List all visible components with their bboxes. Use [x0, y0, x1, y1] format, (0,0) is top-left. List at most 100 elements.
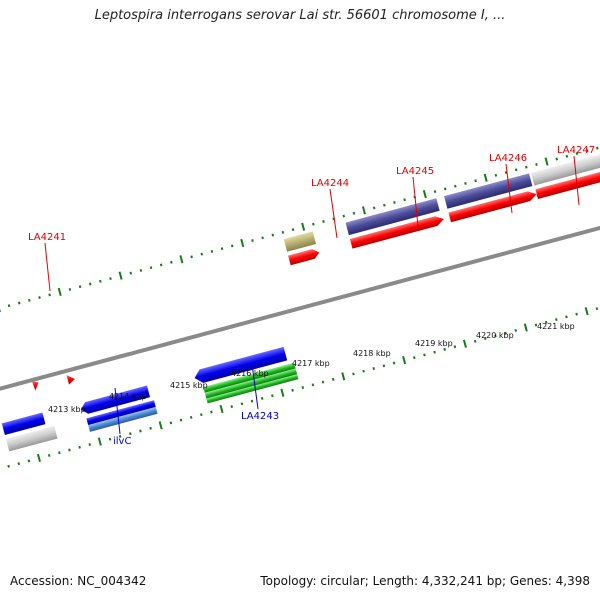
minor-tick	[403, 198, 406, 202]
gene-label-LA4244[interactable]: LA4244	[311, 178, 349, 189]
major-tick	[158, 421, 163, 430]
minor-tick	[382, 364, 386, 368]
minor-tick	[514, 168, 518, 172]
minor-tick	[575, 152, 579, 156]
kbp-label: 4215 kbp	[170, 381, 208, 390]
feature-LA4244-box[interactable]	[283, 231, 317, 252]
minor-tick	[261, 236, 264, 240]
feature-ilvC-box2[interactable]	[88, 406, 158, 432]
gene-LA4241-arrow[interactable]	[31, 380, 40, 391]
minor-tick	[575, 312, 578, 316]
minor-tick	[149, 426, 152, 430]
minor-tick	[169, 421, 173, 425]
minor-tick	[454, 184, 457, 188]
leader-LA4246	[505, 163, 513, 214]
major-tick	[341, 372, 346, 381]
gene-ilvC-arrow[interactable]	[79, 385, 151, 416]
minor-tick	[149, 266, 153, 270]
major-tick	[523, 323, 528, 332]
minor-tick	[443, 187, 447, 191]
minor-tick	[251, 239, 254, 242]
gene-LA4247-arrow[interactable]	[535, 160, 600, 199]
minor-tick	[250, 399, 254, 403]
forward-features	[31, 149, 600, 391]
feature-LA4247-box[interactable]	[530, 149, 600, 186]
minor-tick	[230, 405, 234, 409]
minor-tick	[17, 301, 21, 305]
minor-tick	[139, 429, 142, 433]
feature-ilvC-box[interactable]	[86, 400, 156, 426]
minor-tick	[109, 277, 112, 281]
upper-tick-track	[0, 146, 599, 313]
minor-tick	[48, 293, 51, 297]
kbp-axis-labels: 4213 kbp 4214 kbp 4215 kbp 4216 kbp 4217…	[48, 322, 575, 414]
gene-LA4244-arrow[interactable]	[288, 248, 321, 266]
kbp-label: 4213 kbp	[48, 405, 86, 414]
minor-tick	[372, 206, 376, 210]
minor-tick	[504, 331, 507, 335]
major-tick	[422, 189, 427, 199]
gene-LA4243-arrow[interactable]	[193, 346, 288, 385]
major-tick	[544, 157, 549, 166]
minor-tick	[159, 263, 163, 267]
minor-tick	[322, 220, 325, 223]
leader-LA4244	[329, 188, 338, 239]
kbp-label: 4220 kbp	[476, 331, 514, 340]
gene-label-LA4247[interactable]: LA4247	[557, 145, 595, 156]
gene-label-LA4246[interactable]: LA4246	[489, 153, 527, 164]
leader-LA4247	[573, 155, 580, 206]
feature-LA4243-box[interactable]	[203, 362, 296, 393]
minor-tick	[352, 211, 356, 215]
minor-tick	[534, 323, 538, 327]
minor-tick	[139, 268, 143, 272]
minor-tick	[190, 255, 193, 259]
map-title: Leptospira interrogans serovar Lai str. …	[94, 8, 506, 23]
gene-LA4246-arrow[interactable]	[448, 189, 538, 223]
gene-label-LA4245[interactable]: LA4245	[396, 166, 434, 177]
minor-tick	[68, 448, 71, 452]
minor-tick	[88, 443, 92, 447]
minor-tick	[514, 328, 518, 332]
minor-tick	[78, 445, 81, 449]
minor-tick	[596, 146, 599, 150]
minor-tick	[474, 179, 477, 183]
major-tick	[584, 307, 589, 316]
gene-label-LA4243[interactable]: LA4243	[241, 411, 279, 422]
feature-LA4243-box3[interactable]	[206, 374, 299, 404]
minor-tick	[291, 388, 294, 392]
minor-tick	[453, 345, 457, 349]
minor-tick	[423, 353, 426, 357]
minor-tick	[525, 165, 528, 169]
major-tick	[240, 238, 245, 248]
minor-tick	[260, 396, 264, 400]
gene-left-arrow[interactable]	[1, 412, 46, 435]
minor-tick	[331, 377, 335, 381]
major-tick	[301, 222, 306, 231]
minor-tick	[494, 173, 498, 177]
gene-label-LA4241[interactable]: LA4241	[28, 232, 66, 243]
minor-tick	[38, 296, 41, 300]
feature-left-box[interactable]	[5, 425, 58, 452]
minor-tick	[342, 214, 346, 218]
minor-tick	[443, 348, 447, 351]
minor-tick	[464, 181, 467, 185]
minor-tick	[240, 402, 244, 406]
gene-LA4245-arrow[interactable]	[349, 214, 445, 249]
major-tick	[280, 388, 285, 397]
minor-tick	[108, 437, 112, 441]
minor-tick	[413, 356, 416, 360]
major-tick	[57, 287, 62, 297]
feature-LA4246-box[interactable]	[444, 173, 533, 209]
lower-tick-track	[7, 307, 599, 468]
minor-tick	[555, 318, 558, 322]
minor-tick	[129, 432, 132, 436]
chromosome-backbone	[0, 197, 600, 419]
minor-tick	[352, 372, 355, 376]
gene-label-ilvC[interactable]: ilvC	[113, 436, 131, 447]
minor-tick	[271, 233, 275, 237]
feature-LA4243-box2[interactable]	[204, 368, 298, 399]
minor-tick	[494, 334, 497, 338]
gene-LA4241b-arrow[interactable]	[66, 373, 75, 385]
kbp-label: 4216 kbp	[231, 369, 269, 378]
accession-text: Accession: NC_004342	[10, 574, 147, 588]
